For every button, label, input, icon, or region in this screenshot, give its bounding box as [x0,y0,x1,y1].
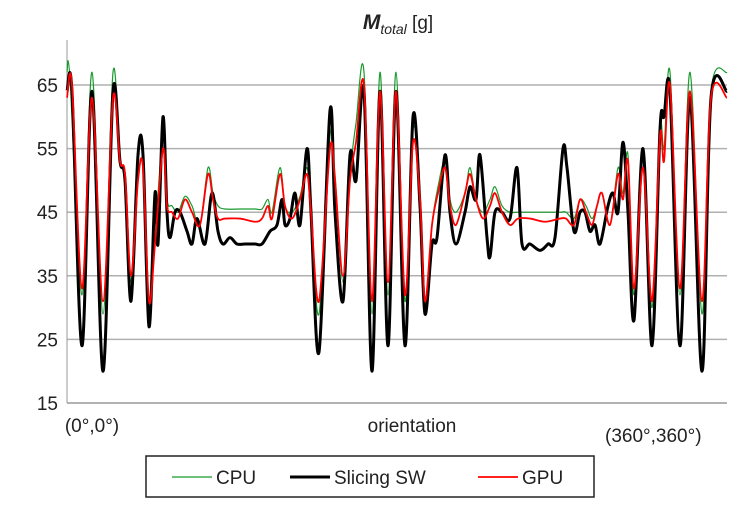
y-tick-label: 65 [37,76,58,97]
legend [145,455,595,498]
title-unit: [g] [407,13,433,34]
chart-title: Mtotal [g] [363,11,433,37]
x-axis-label: orientation [368,416,457,437]
y-tick-label: 55 [37,140,58,161]
x-start-label: (0°,0°) [65,416,119,437]
title-main: M [363,11,381,34]
legend-label: GPU [522,468,563,489]
y-tick-label: 45 [37,203,58,224]
y-tick-label: 25 [37,330,58,351]
legend-label: CPU [216,468,256,489]
legend-label: Slicing SW [334,468,426,489]
series-line-slicing-sw [65,71,729,373]
x-end-label: (360°,360°) [605,426,702,447]
y-tick-label: 35 [37,267,58,288]
title-subscript: total [380,21,407,37]
y-tick-label: 15 [37,394,58,415]
series-line-gpu [66,72,728,305]
